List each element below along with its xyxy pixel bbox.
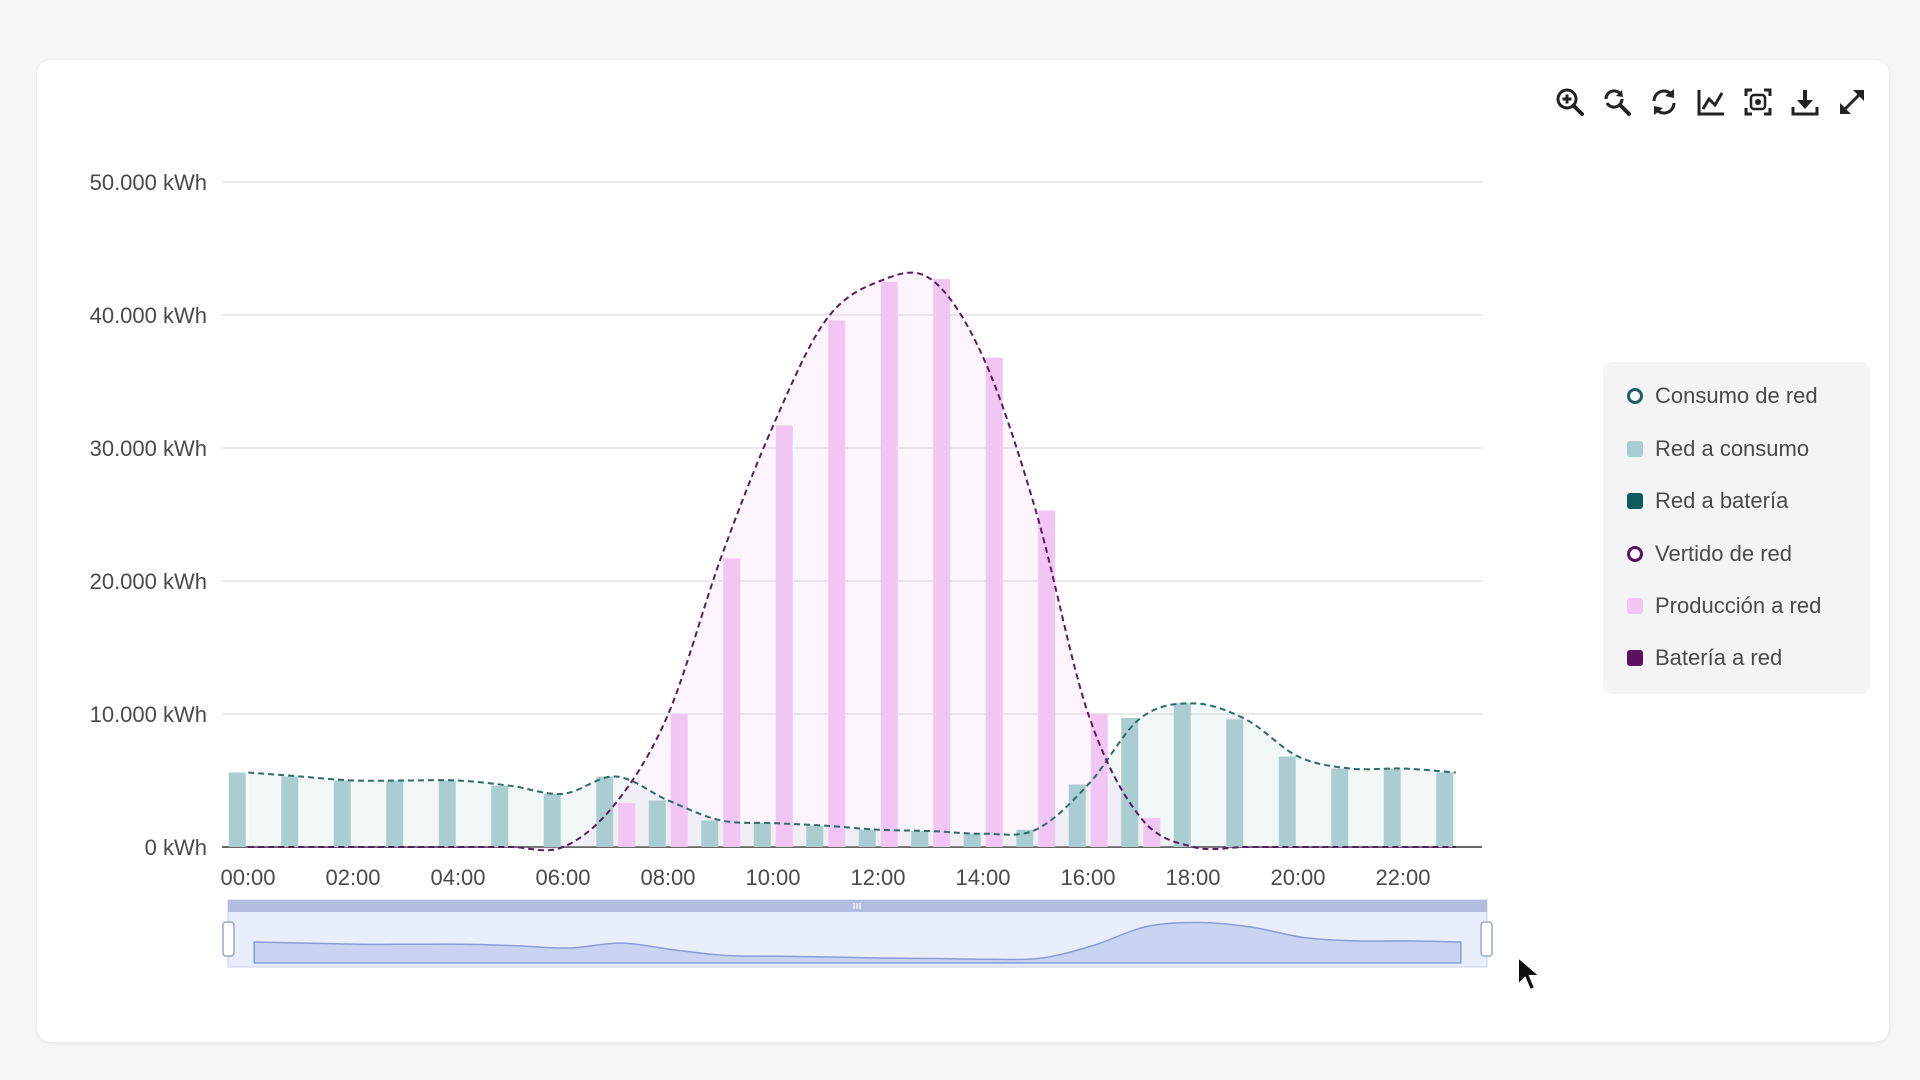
- legend-marker: [1627, 493, 1643, 509]
- slider-handle-left: [222, 921, 235, 957]
- y-tick-label: 50.000 kWh: [90, 170, 207, 195]
- bar-produccion-a-red: [985, 357, 1003, 847]
- bar-red-a-consumo: [806, 825, 824, 847]
- bar-red-a-consumo: [1331, 768, 1349, 847]
- data-zoom-slider[interactable]: [222, 899, 1493, 968]
- series-bars: [228, 279, 1454, 848]
- bar-produccion-a-red: [1143, 817, 1161, 847]
- legend-marker: [1627, 388, 1643, 404]
- legend-label: Red a consumo: [1655, 436, 1810, 461]
- chart-card: [37, 60, 1889, 1042]
- bar-red-a-consumo: [491, 785, 509, 847]
- bar-red-a-consumo: [1068, 784, 1086, 847]
- bar-red-a-consumo: [333, 780, 351, 847]
- slider-handle-right: [1480, 921, 1493, 957]
- bar-red-a-consumo: [281, 776, 299, 847]
- y-tick-label: 30.000 kWh: [90, 436, 207, 461]
- screenshot-icon[interactable]: [1741, 85, 1775, 119]
- chart-toolbar: [1553, 85, 1869, 119]
- y-tick-label: 40.000 kWh: [90, 303, 207, 328]
- bar-produccion-a-red: [933, 279, 951, 848]
- chart-legend: Consumo de red Red a consumo Red a bater…: [1603, 362, 1870, 694]
- bar-red-a-consumo: [1383, 768, 1401, 847]
- y-tick-label: 20.000 kWh: [90, 569, 207, 594]
- x-tick-label: 14:00: [955, 865, 1010, 890]
- bar-produccion-a-red: [1090, 714, 1108, 847]
- x-tick-label: 16:00: [1060, 865, 1115, 890]
- legend-label: Red a batería: [1655, 488, 1789, 513]
- bar-red-a-consumo: [386, 780, 404, 847]
- line-chart-icon[interactable]: [1694, 85, 1728, 119]
- bar-red-a-consumo: [1016, 829, 1034, 847]
- bar-red-a-consumo: [1121, 717, 1139, 847]
- bar-red-a-consumo: [596, 776, 614, 847]
- series-areas: [248, 272, 1456, 851]
- legend-marker: [1627, 650, 1643, 666]
- download-icon[interactable]: [1788, 85, 1822, 119]
- fullscreen-icon[interactable]: [1835, 85, 1869, 119]
- bar-red-a-consumo: [858, 829, 876, 847]
- bar-produccion-a-red: [670, 714, 688, 847]
- bar-red-a-consumo: [648, 800, 666, 847]
- bar-red-a-consumo: [1173, 703, 1191, 847]
- legend-item-produccion-a-red[interactable]: Producción a red: [1627, 591, 1821, 621]
- legend-label: Vertido de red: [1655, 541, 1792, 566]
- line-vertido-de-red: [248, 271, 1456, 852]
- slider-preview-area: [253, 921, 1462, 964]
- bar-red-a-consumo: [1226, 719, 1244, 847]
- bar-produccion-a-red: [723, 558, 741, 847]
- bar-produccion-a-red: [880, 281, 898, 847]
- legend-label: Batería a red: [1655, 645, 1783, 670]
- bar-red-a-consumo: [1436, 772, 1454, 847]
- legend-item-red-a-bateria[interactable]: Red a batería: [1627, 486, 1788, 516]
- x-tick-label: 20:00: [1270, 865, 1325, 890]
- bar-produccion-a-red: [828, 320, 846, 847]
- series-lines: [248, 271, 1456, 852]
- legend-marker: [1627, 598, 1643, 614]
- bar-red-a-consumo: [753, 823, 771, 847]
- refresh-icon[interactable]: [1647, 85, 1681, 119]
- x-tick-label: 02:00: [325, 865, 380, 890]
- bar-produccion-a-red: [1038, 510, 1056, 847]
- y-axis: 0 kWh 10.000 kWh 20.000 kWh 30.000 kWh 40.00…: [90, 170, 207, 860]
- x-tick-label: 04:00: [430, 865, 485, 890]
- x-axis: 00:00 02:00 04:00 06:00 08:00 10:00 12:00 14:00…: [220, 865, 1430, 890]
- zoom-reset-icon[interactable]: [1600, 85, 1634, 119]
- zoom-in-icon[interactable]: [1553, 85, 1587, 119]
- x-tick-label: 18:00: [1165, 865, 1220, 890]
- legend-item-consumo-de-red[interactable]: Consumo de red: [1627, 381, 1818, 411]
- legend-item-bateria-a-red[interactable]: Batería a red: [1627, 643, 1782, 673]
- x-tick-label: 22:00: [1375, 865, 1430, 890]
- bar-produccion-a-red: [775, 425, 793, 847]
- bar-red-a-consumo: [543, 793, 561, 847]
- x-tick-label: 08:00: [640, 865, 695, 890]
- legend-item-red-a-consumo[interactable]: Red a consumo: [1627, 434, 1809, 464]
- line-consumo-de-red: [248, 702, 1456, 836]
- x-tick-label: 06:00: [535, 865, 590, 890]
- x-tick-label: 12:00: [850, 865, 905, 890]
- y-tick-label: 0 kWh: [145, 835, 207, 860]
- y-tick-label: 10.000 kWh: [90, 702, 207, 727]
- legend-marker: [1627, 441, 1643, 457]
- bar-red-a-consumo: [438, 780, 456, 847]
- vertido-de-red-area: [248, 272, 1456, 851]
- legend-marker: [1627, 546, 1643, 562]
- bar-red-a-consumo: [911, 831, 929, 847]
- legend-item-vertido-de-red[interactable]: Vertido de red: [1627, 539, 1792, 569]
- x-tick-label: 10:00: [745, 865, 800, 890]
- x-tick-label: 00:00: [220, 865, 275, 890]
- bar-produccion-a-red: [618, 803, 636, 847]
- bar-red-a-consumo: [963, 833, 981, 847]
- bar-red-a-consumo: [701, 820, 719, 847]
- legend-label: Consumo de red: [1655, 383, 1818, 408]
- bar-red-a-consumo: [1278, 756, 1296, 847]
- legend-label: Producción a red: [1655, 593, 1822, 618]
- mouse-cursor-icon: [1516, 954, 1544, 1000]
- bar-red-a-consumo: [228, 772, 246, 847]
